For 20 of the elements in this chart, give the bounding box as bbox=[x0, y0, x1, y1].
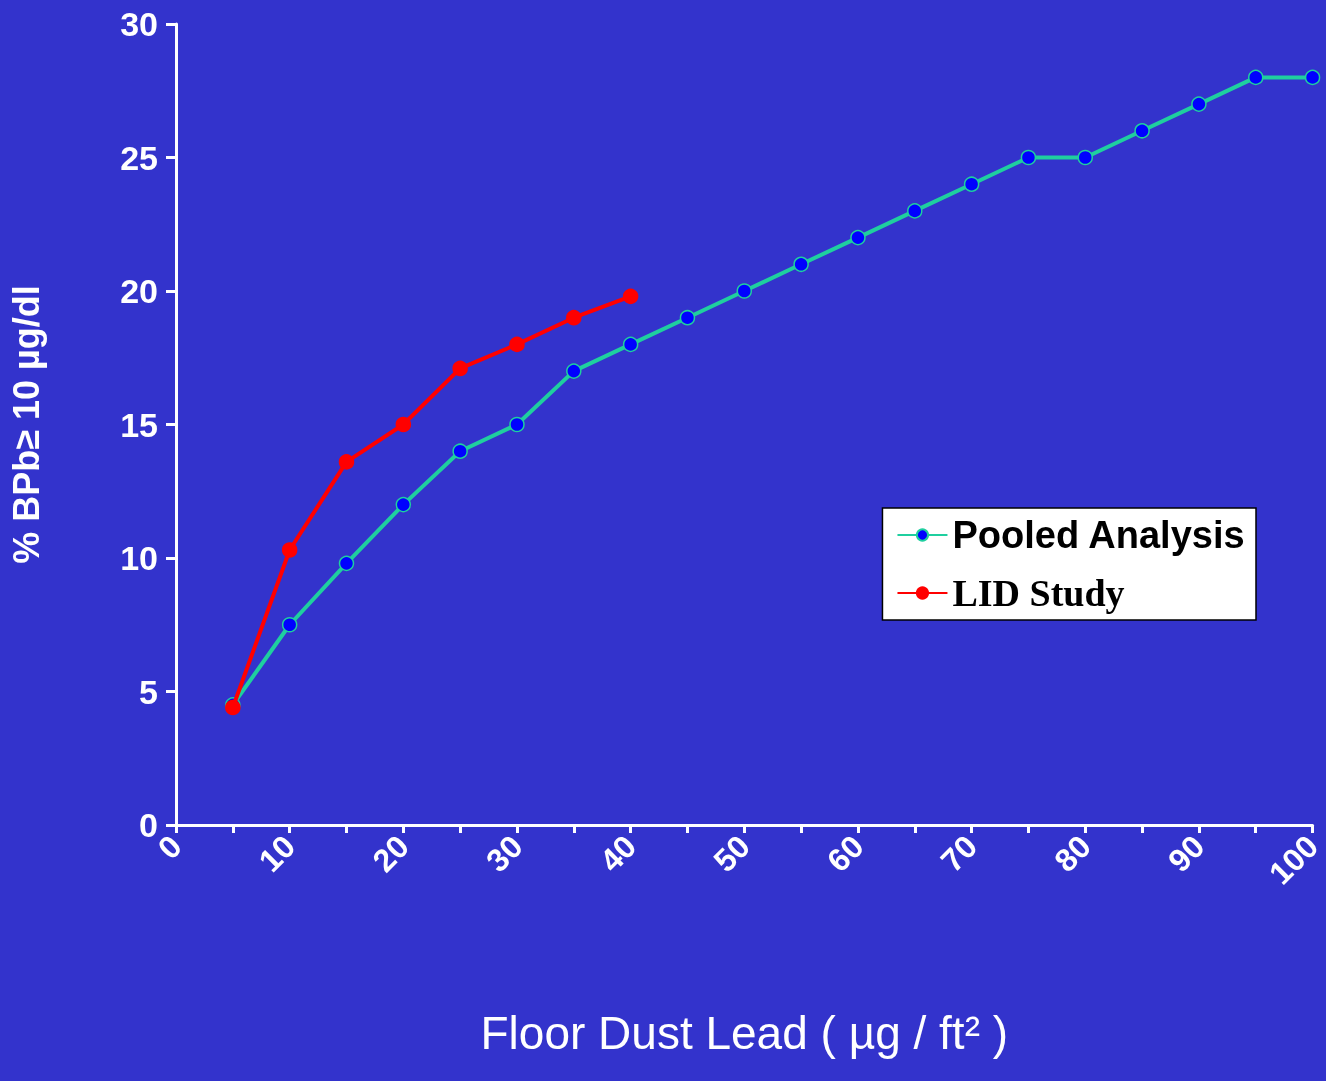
x-tick-label: 60 bbox=[820, 828, 871, 879]
legend-label: Pooled Analysis bbox=[952, 514, 1245, 556]
y-tick-label: 30 bbox=[120, 5, 158, 43]
y-tick-label: 10 bbox=[120, 539, 158, 577]
y-tick-label: 15 bbox=[120, 405, 158, 444]
legend-label: LID Study bbox=[952, 572, 1125, 614]
x-tick-label: 10 bbox=[251, 828, 303, 879]
y-tick-label: 25 bbox=[120, 138, 158, 177]
x-tick-label: 40 bbox=[592, 828, 644, 879]
x-tick-label: 50 bbox=[706, 828, 758, 879]
x-axis-title: Floor Dust Lead ( µg / ft² ) bbox=[480, 1007, 1009, 1059]
x-tick-label: 30 bbox=[479, 828, 530, 879]
y-tick-label: 5 bbox=[139, 672, 158, 711]
x-tick-label: 90 bbox=[1161, 828, 1212, 879]
y-axis-title: % BPb≥ 10 µg/dl bbox=[5, 285, 47, 564]
x-tick-label: 20 bbox=[365, 828, 417, 879]
x-tick-label: 70 bbox=[933, 828, 985, 879]
x-tick-label: 100 bbox=[1262, 828, 1326, 892]
y-tick-label: 20 bbox=[120, 272, 158, 310]
x-tick-label: 80 bbox=[1047, 828, 1098, 879]
